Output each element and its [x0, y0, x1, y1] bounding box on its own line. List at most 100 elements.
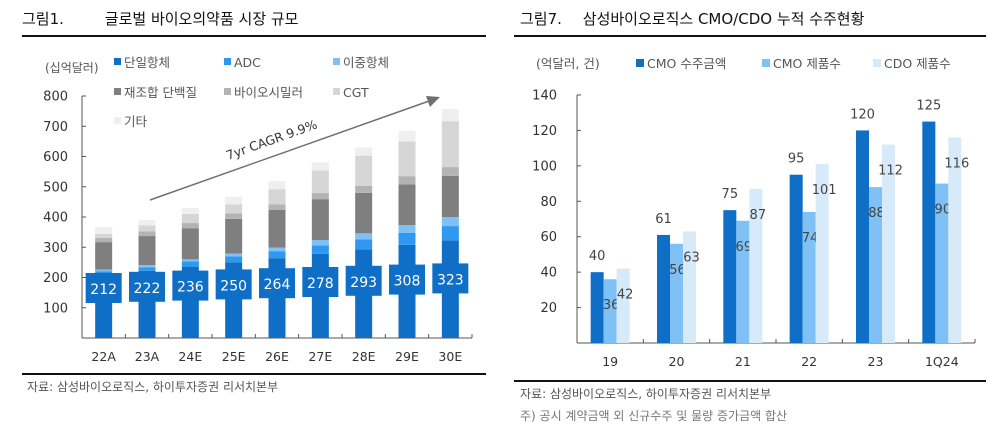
bar-segment [311, 170, 329, 194]
bar-segment [181, 259, 199, 262]
bar-segment [355, 147, 373, 156]
data-label: 87 [750, 208, 767, 223]
data-label: 120 [850, 107, 875, 122]
bar-segment [181, 213, 199, 224]
bar-segment [441, 175, 459, 217]
left-figure-number: 그림1. [22, 10, 64, 28]
bar-segment [398, 225, 416, 233]
right-title-rule [514, 35, 986, 37]
x-tick-label: 24E [178, 349, 202, 364]
bar [736, 220, 750, 343]
y-tick-label: 700 [43, 120, 68, 135]
y-tick-label: 100 [43, 301, 68, 316]
bar-segment [95, 242, 113, 270]
legend-swatch [873, 59, 881, 67]
bar-segment [225, 204, 243, 214]
bar-segment [268, 251, 286, 259]
x-tick-label: 26E [265, 349, 289, 364]
bar [616, 268, 630, 343]
bar-segment [398, 176, 416, 185]
bar [882, 144, 895, 343]
bar [869, 187, 882, 343]
data-label: 323 [437, 272, 464, 288]
y-tick-label: 400 [43, 211, 68, 226]
legend-swatch [224, 88, 231, 95]
bar-segment [398, 130, 416, 142]
bar [922, 121, 936, 343]
bar-segment [355, 155, 373, 186]
bar [856, 130, 869, 343]
right-bottom-rule [514, 380, 986, 382]
data-label: 74 [802, 231, 819, 246]
bar-segment [441, 167, 459, 176]
bar [802, 211, 816, 343]
bar [683, 231, 696, 343]
bar-segment [268, 189, 286, 205]
bar-segment [311, 199, 329, 240]
legend-label: CGT [343, 85, 369, 100]
bar-segment [181, 223, 199, 229]
legend-label: 이중항체 [343, 55, 389, 70]
data-label: 125 [916, 99, 941, 114]
data-label: 222 [134, 281, 161, 297]
x-tick-label: 23 [868, 354, 884, 369]
bar [657, 234, 670, 343]
y-tick-label: 500 [43, 180, 68, 195]
left-bottom-rule [22, 373, 486, 375]
bar-segment [225, 256, 243, 263]
bar [590, 272, 604, 343]
y-tick-label: 40 [540, 266, 557, 281]
x-tick-label: 28E [352, 349, 376, 364]
bar-segment [95, 233, 113, 238]
x-tick-label: 20 [669, 354, 685, 369]
cagr-arrow-head [426, 96, 440, 107]
legend-swatch [333, 88, 340, 95]
data-label: 88 [868, 206, 885, 221]
x-tick-label: 19 [602, 354, 618, 369]
data-label: 293 [350, 275, 377, 291]
bar-segment [181, 261, 199, 267]
bar [789, 174, 803, 343]
bar-segment [268, 209, 286, 248]
data-label: 36 [603, 298, 620, 313]
legend-label: 기타 [124, 114, 148, 129]
legend-label: CDO 제품수 [884, 56, 951, 71]
data-label: 95 [788, 152, 805, 167]
data-label: 61 [655, 212, 672, 227]
bar-segment [95, 269, 113, 272]
bar-segment [441, 226, 459, 241]
y-tick-label: 300 [43, 241, 68, 256]
bar [603, 279, 617, 343]
legend-label: CMO 제품수 [773, 56, 841, 71]
bar-segment [311, 245, 329, 254]
bar-segment [355, 233, 373, 240]
bar [948, 137, 962, 343]
bar-segment [138, 220, 156, 226]
data-label-box [302, 267, 339, 297]
y-tick-label: 20 [540, 301, 557, 316]
bar-segment [225, 196, 243, 205]
left-title-rule [22, 35, 486, 37]
x-tick-label: 22A [91, 349, 116, 364]
bar-segment [398, 232, 416, 245]
x-tick-label: 30E [438, 349, 462, 364]
data-label: 116 [944, 157, 969, 172]
data-label-box [259, 268, 295, 299]
data-label: 63 [683, 250, 700, 265]
bar-segment [355, 192, 373, 234]
bar-segment [138, 265, 156, 268]
data-label: 69 [736, 240, 753, 255]
bar-segment [225, 253, 243, 257]
data-label-box [129, 271, 165, 302]
data-label: 101 [812, 183, 837, 198]
bar-segment [138, 236, 156, 266]
data-label: 40 [589, 249, 606, 264]
legend-label: 바이오시밀러 [234, 85, 303, 100]
data-label: 308 [394, 274, 421, 290]
data-label: 250 [220, 278, 247, 294]
right-figure-panel: 그림7. 삼성바이오로직스 CMO/CDO 누적 수주현황 (억달러, 건) CM… [500, 0, 1000, 436]
right-figure-number: 그림7. [520, 10, 562, 28]
legend-label: ADC [234, 55, 261, 70]
bar-segment [441, 121, 459, 168]
right-figure-title-text: 삼성바이오로직스 CMO/CDO 누적 수주현황 [582, 10, 865, 28]
